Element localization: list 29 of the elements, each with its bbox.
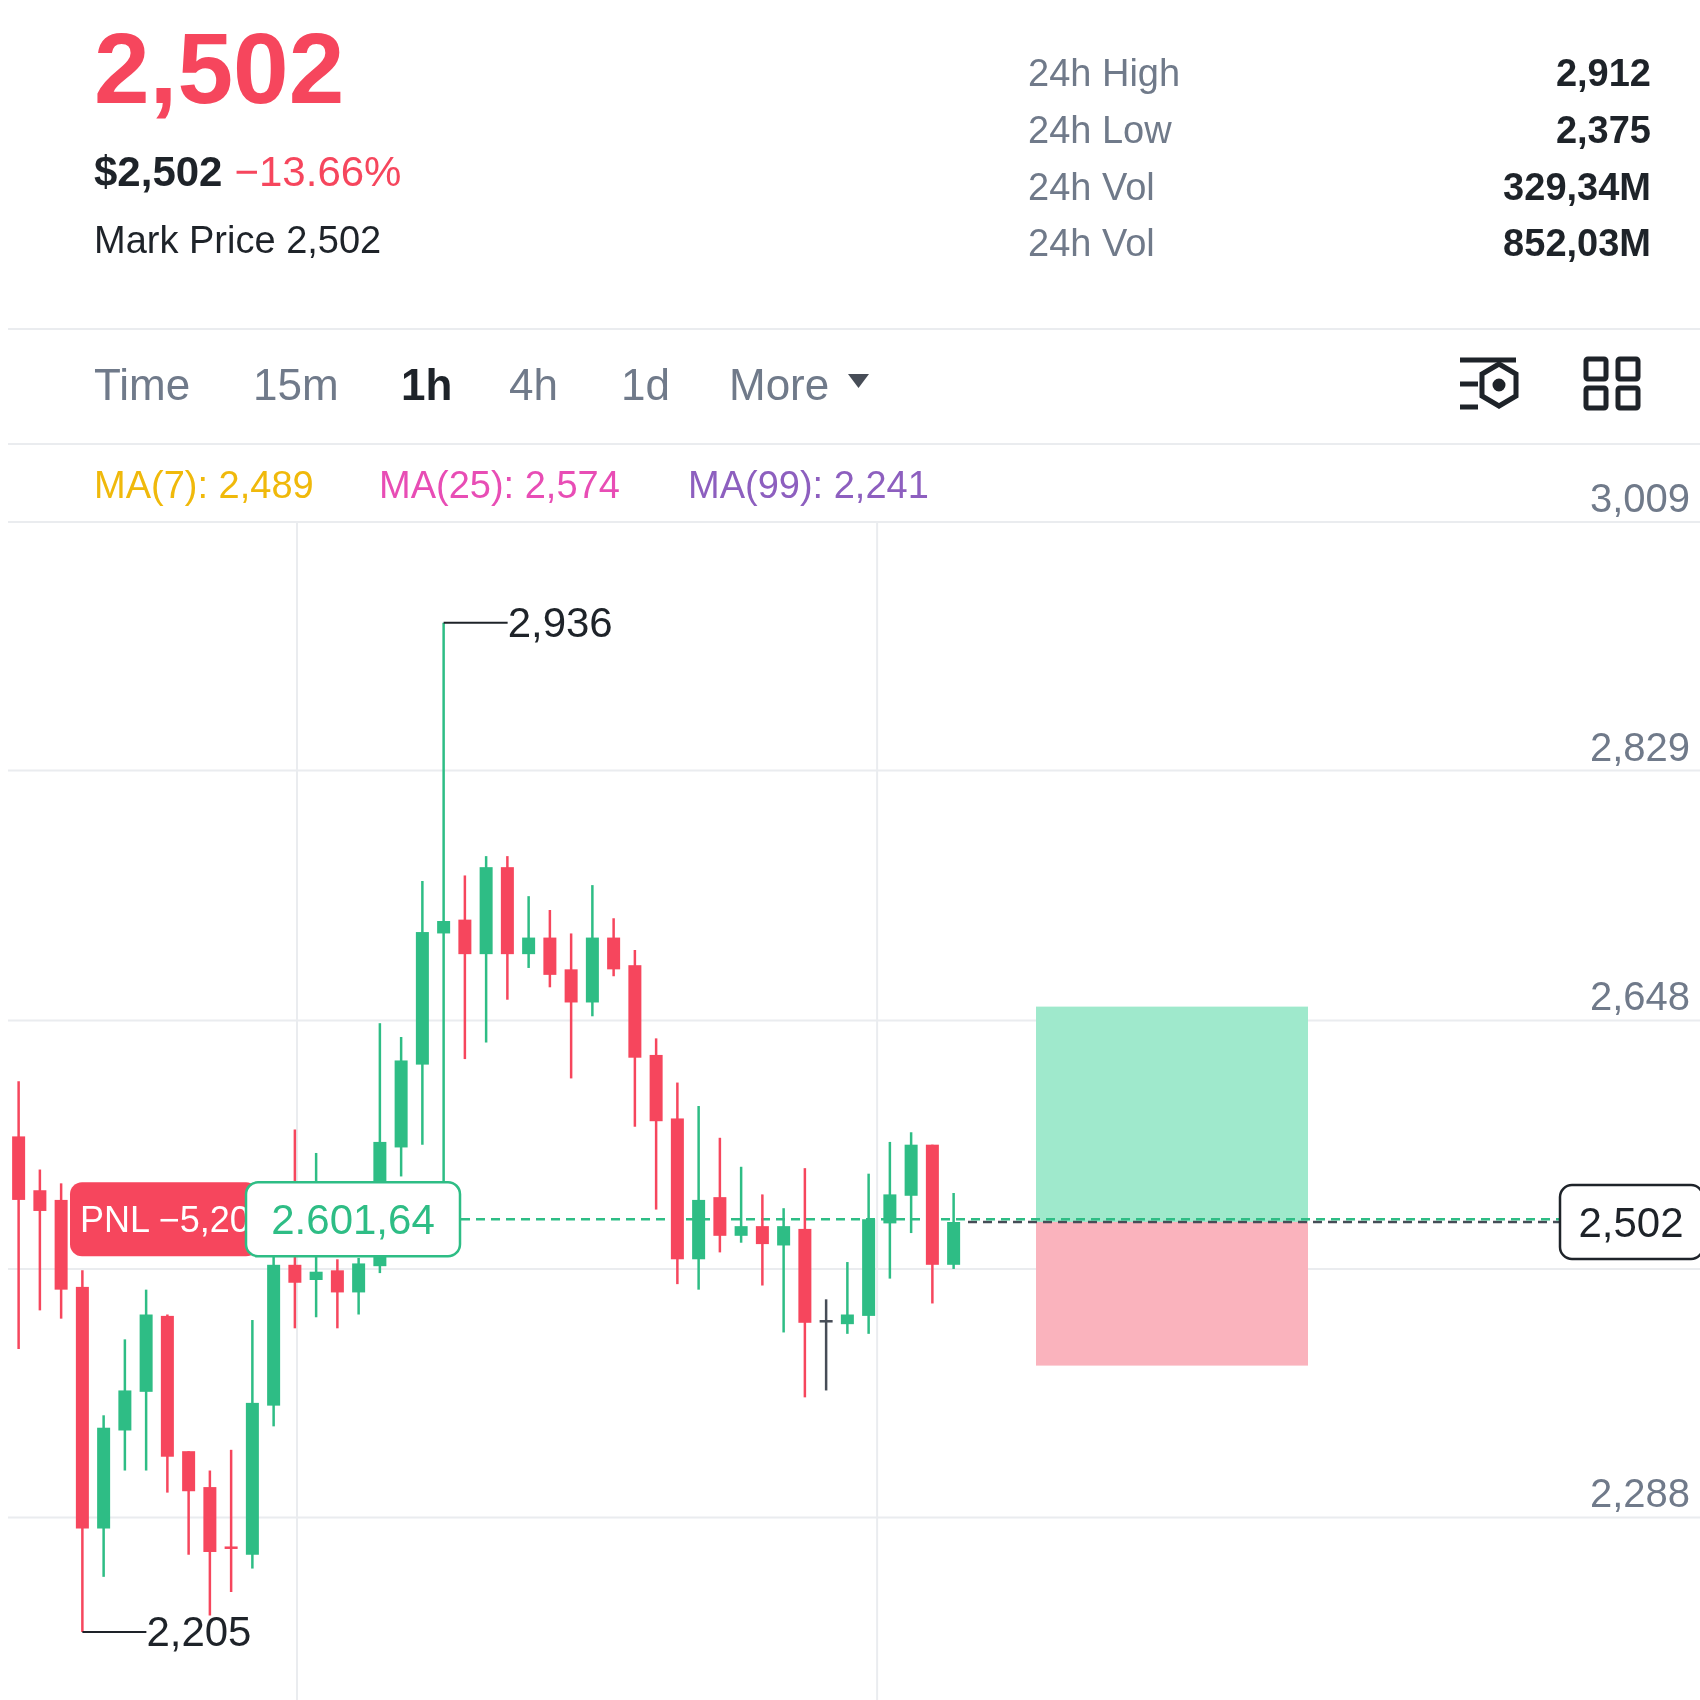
text: 24h Low	[1028, 109, 1173, 151]
text: MA(99): 2,241	[688, 464, 929, 506]
text: Mark Price 2,502	[94, 219, 382, 261]
text: 329,34M	[1503, 166, 1651, 208]
text: 24h Vol	[1028, 166, 1155, 208]
y-tick-label: 3,009	[1589, 476, 1690, 520]
annotation: 2,205	[146, 1608, 252, 1656]
text: More	[729, 360, 830, 409]
text: 2,375	[1555, 109, 1651, 151]
ref-line-label: 2,502	[1578, 1199, 1684, 1246]
chart-title: 2,502	[94, 12, 345, 124]
text: 2,912	[1555, 52, 1651, 94]
text: 4h	[509, 360, 558, 409]
text: 15m	[253, 360, 339, 409]
y-tick-label: 2,648	[1589, 974, 1690, 1019]
annotation: 2.601,64	[271, 1196, 435, 1244]
text: 1d	[621, 360, 670, 409]
text: MA(25): 2,574	[379, 464, 620, 506]
text: 1h	[401, 360, 453, 409]
text: 852,03M	[1503, 222, 1651, 264]
y-tick-label: 2,829	[1589, 724, 1690, 769]
text: MA(7): 2,489	[94, 464, 314, 506]
text: 24h High	[1028, 52, 1181, 94]
annotation: 2,936	[507, 598, 613, 646]
text: $2,502	[94, 148, 223, 195]
text: 24h Vol	[1028, 222, 1155, 264]
y-tick-label: 2,288	[1589, 1471, 1690, 1516]
text: −13.66%	[234, 148, 402, 195]
text: Time	[94, 360, 191, 409]
